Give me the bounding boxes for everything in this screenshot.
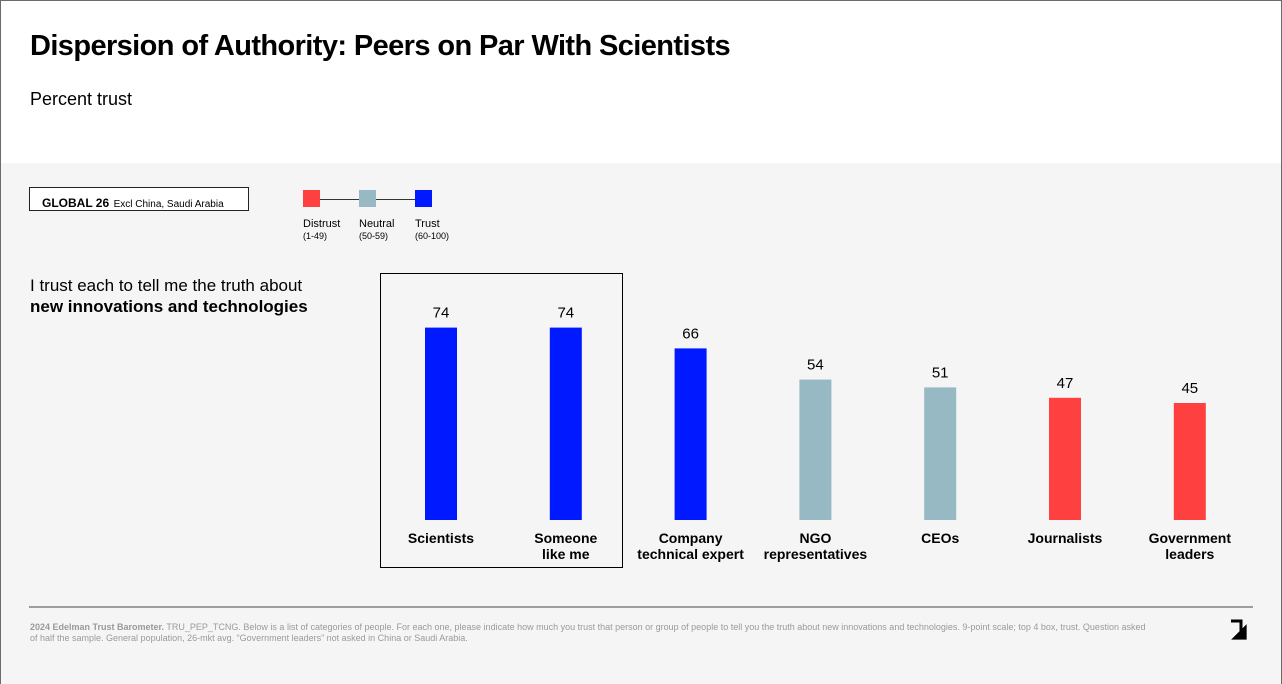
- bar-3: [799, 379, 832, 520]
- category-label-1-0: Someone: [534, 530, 597, 546]
- legend-swatch-trust: [415, 190, 432, 207]
- legend: Distrust (1-49) Neutral (50-59) Trust (6…: [303, 190, 473, 250]
- bar-2: [674, 348, 707, 520]
- bar-5: [1049, 397, 1081, 520]
- legend-range-neutral: (50-59): [359, 231, 389, 241]
- category-label-6-0: Government: [1149, 530, 1232, 546]
- bar-0: [425, 327, 457, 520]
- legend-range-distrust: (1-49): [303, 231, 328, 241]
- category-label-6-1: leaders: [1165, 546, 1214, 562]
- category-label-3-0: NGO: [799, 530, 831, 546]
- question-emphasis: new innovations and technologies: [30, 297, 308, 316]
- data-label-4: 51: [932, 364, 949, 381]
- category-label-5-0: Journalists: [1028, 530, 1103, 546]
- legend-label-distrust: Distrust: [303, 218, 341, 230]
- page-title: Dispersion of Authority: Peers on Par Wi…: [30, 30, 731, 62]
- bar-6: [1173, 403, 1206, 520]
- category-label-2-1: technical expert: [637, 546, 744, 562]
- legend-item-neutral: Neutral (50-59): [359, 190, 419, 242]
- footer-source-bold: 2024 Edelman Trust Barometer.: [30, 622, 165, 632]
- category-label-1-1: like me: [542, 546, 590, 562]
- legend-swatch-distrust: [303, 190, 320, 207]
- question-prefix: I trust each to tell me the truth about: [30, 276, 303, 295]
- page-subtitle: Percent trust: [30, 89, 133, 109]
- arrow-down-right-icon[interactable]: [1228, 618, 1254, 644]
- data-label-0: 74: [433, 305, 450, 322]
- legend-item-distrust: Distrust (1-49): [303, 190, 363, 242]
- footer-source: 2024 Edelman Trust Barometer. TRU_PEP_TC…: [30, 622, 1150, 644]
- region-note: Excl China, Saudi Arabia: [113, 199, 224, 210]
- data-label-3: 54: [807, 357, 824, 374]
- data-label-2: 66: [682, 325, 699, 342]
- category-label-0-0: Scientists: [408, 530, 474, 546]
- bar-1: [549, 327, 582, 520]
- footer-divider: [29, 606, 1253, 608]
- legend-range-trust: (60-100): [415, 231, 450, 241]
- data-label-6: 45: [1181, 380, 1198, 397]
- region-label: GLOBAL 26: [42, 196, 110, 210]
- footer-source-text: TRU_PEP_TCNG. Below is a list of categor…: [30, 622, 1146, 643]
- highlight-box: [380, 273, 623, 568]
- category-label-3-1: representatives: [764, 546, 868, 562]
- question-text: I trust each to tell me the truth about …: [30, 275, 360, 317]
- legend-swatch-neutral: [359, 190, 376, 207]
- bar-4: [924, 387, 957, 520]
- category-label-2-0: Company: [659, 530, 723, 546]
- legend-item-trust: Trust (60-100): [415, 190, 475, 242]
- region-badge: GLOBAL 26 Excl China, Saudi Arabia: [29, 187, 249, 211]
- data-label-5: 47: [1057, 375, 1074, 392]
- category-label-4-0: CEOs: [921, 530, 959, 546]
- legend-label-neutral: Neutral: [359, 218, 395, 230]
- legend-label-trust: Trust: [415, 218, 440, 230]
- data-label-1: 74: [557, 305, 574, 322]
